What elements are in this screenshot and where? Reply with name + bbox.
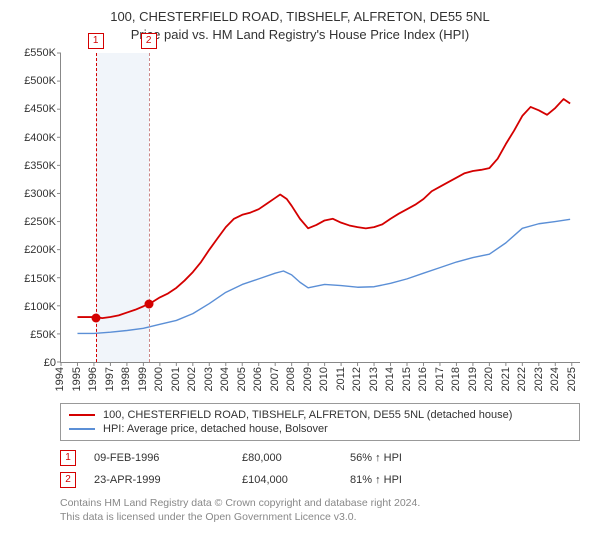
transaction-marker-line — [149, 53, 150, 362]
x-axis-tick-label: 2001 — [170, 367, 182, 391]
x-axis-tick-label: 1999 — [137, 367, 149, 391]
x-axis-tick-label: 2013 — [368, 367, 380, 391]
x-axis-tick-label: 2007 — [269, 367, 281, 391]
x-axis-tick-label: 1994 — [54, 367, 66, 391]
y-axis-tick-label: £400K — [24, 132, 56, 144]
transaction-date: 23-APR-1999 — [94, 474, 224, 486]
x-axis-tick-label: 2014 — [384, 367, 396, 391]
x-axis-tick-label: 2022 — [516, 367, 528, 391]
transaction-vs-hpi: 56% ↑ HPI — [350, 452, 460, 464]
x-axis-tick-label: 1996 — [87, 367, 99, 391]
footer-line2: This data is licensed under the Open Gov… — [60, 511, 580, 525]
x-axis-tick-label: 1997 — [104, 367, 116, 391]
x-axis-tick-label: 2011 — [335, 367, 347, 391]
x-axis-tick-label: 2018 — [450, 367, 462, 391]
y-axis-tick-label: £50K — [30, 329, 56, 341]
transactions-table: 1 09-FEB-1996 £80,000 56% ↑ HPI 2 23-APR-1999… — [60, 447, 580, 491]
legend-item: HPI: Average price, detached house, Bols… — [69, 422, 571, 436]
transaction-row-number-box: 1 — [60, 450, 76, 466]
x-axis-tick-label: 2025 — [566, 367, 578, 391]
legend-swatch — [69, 414, 95, 416]
x-axis-tick-label: 2021 — [500, 367, 512, 391]
x-axis-tick-label: 2020 — [483, 367, 495, 391]
series-line-hpi — [77, 219, 570, 333]
chart-title-line1: 100, CHESTERFIELD ROAD, TIBSHELF, ALFRET… — [14, 8, 586, 26]
transaction-vs-hpi: 81% ↑ HPI — [350, 474, 460, 486]
y-axis-tick-label: £150K — [24, 273, 56, 285]
line-series-svg — [61, 53, 580, 362]
chart-legend: 100, CHESTERFIELD ROAD, TIBSHELF, ALFRET… — [60, 403, 580, 441]
y-axis-tick-label: £450K — [24, 103, 56, 115]
x-axis-tick-label: 2002 — [186, 367, 198, 391]
y-axis-tick-label: £250K — [24, 216, 56, 228]
x-axis-tick-label: 2016 — [417, 367, 429, 391]
x-axis-tick-label: 2000 — [153, 367, 165, 391]
chart-area: £0£50K£100K£150K£200K£250K£300K£350K£400… — [14, 49, 586, 399]
y-axis-labels: £0£50K£100K£150K£200K£250K£300K£350K£400… — [14, 49, 58, 399]
y-axis-tick-label: £350K — [24, 160, 56, 172]
x-axis-tick-label: 2019 — [467, 367, 479, 391]
attribution-footer: Contains HM Land Registry data © Crown c… — [60, 497, 580, 524]
transaction-point-marker — [91, 314, 100, 323]
x-axis-tick-label: 2003 — [203, 367, 215, 391]
x-axis-tick-label: 2005 — [236, 367, 248, 391]
transaction-point-marker — [144, 300, 153, 309]
y-axis-tick-label: £300K — [24, 188, 56, 200]
legend-label: HPI: Average price, detached house, Bols… — [103, 423, 328, 435]
y-axis-tick-label: £550K — [24, 47, 56, 59]
x-axis-tick-label: 2012 — [351, 367, 363, 391]
y-axis-tick-label: £500K — [24, 75, 56, 87]
plot-region: 12 — [60, 53, 580, 363]
x-axis-tick-label: 2009 — [302, 367, 314, 391]
x-axis-tick-label: 2024 — [549, 367, 561, 391]
transaction-date: 09-FEB-1996 — [94, 452, 224, 464]
legend-item: 100, CHESTERFIELD ROAD, TIBSHELF, ALFRET… — [69, 408, 571, 422]
transaction-row-number-box: 2 — [60, 472, 76, 488]
transaction-row: 2 23-APR-1999 £104,000 81% ↑ HPI — [60, 469, 580, 491]
x-axis-tick-label: 1998 — [120, 367, 132, 391]
y-axis-tick-label: £100K — [24, 301, 56, 313]
transaction-price: £80,000 — [242, 452, 332, 464]
x-axis-tick-label: 2006 — [252, 367, 264, 391]
footer-line1: Contains HM Land Registry data © Crown c… — [60, 497, 580, 511]
x-axis-tick-label: 2004 — [219, 367, 231, 391]
x-axis-tick-label: 2008 — [285, 367, 297, 391]
x-axis-tick-label: 2015 — [401, 367, 413, 391]
legend-swatch — [69, 428, 95, 430]
transaction-price: £104,000 — [242, 474, 332, 486]
x-axis-labels: 1994199519961997199819992000200120022003… — [60, 365, 580, 399]
y-axis-tick-label: £200K — [24, 244, 56, 256]
chart-container: 100, CHESTERFIELD ROAD, TIBSHELF, ALFRET… — [0, 0, 600, 560]
legend-label: 100, CHESTERFIELD ROAD, TIBSHELF, ALFRET… — [103, 409, 512, 421]
x-axis-tick-label: 2017 — [434, 367, 446, 391]
transaction-number-box: 2 — [141, 33, 157, 49]
transaction-row: 1 09-FEB-1996 £80,000 56% ↑ HPI — [60, 447, 580, 469]
x-axis-tick-label: 2010 — [318, 367, 330, 391]
x-axis-tick-label: 1995 — [71, 367, 83, 391]
transaction-number-box: 1 — [88, 33, 104, 49]
x-axis-tick-label: 2023 — [533, 367, 545, 391]
